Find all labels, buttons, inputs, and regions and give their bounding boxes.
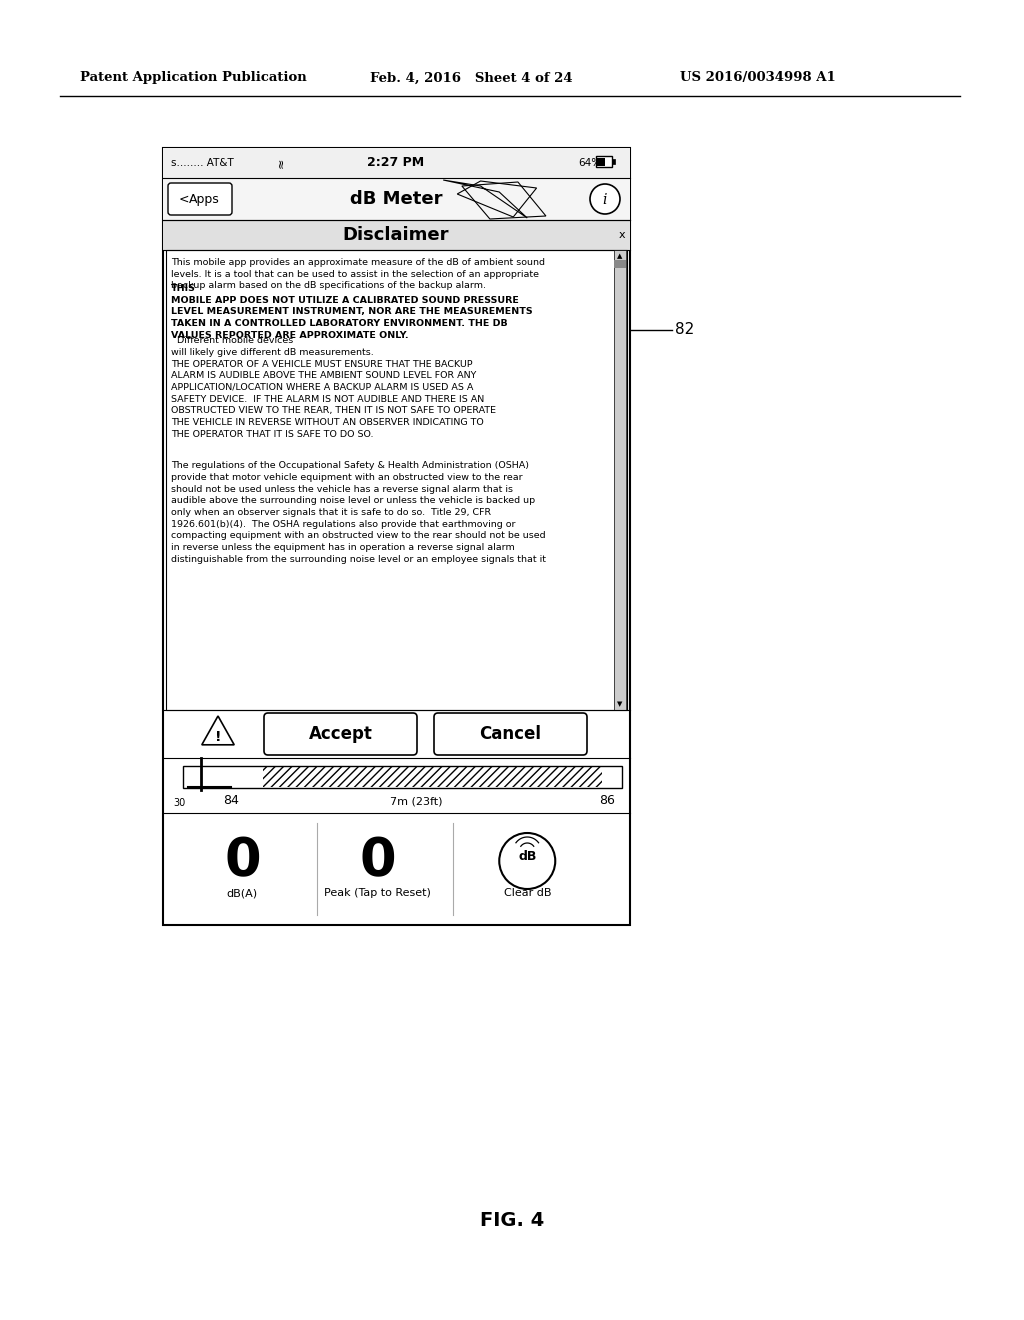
Text: Clear dB: Clear dB bbox=[504, 888, 551, 898]
Bar bbox=[614, 260, 626, 268]
Text: 7m (23ft): 7m (23ft) bbox=[390, 796, 442, 807]
Text: 0: 0 bbox=[359, 836, 396, 887]
Text: ▼: ▼ bbox=[617, 701, 623, 708]
Text: This mobile app provides an approximate measure of the dB of ambient sound
level: This mobile app provides an approximate … bbox=[171, 257, 545, 290]
Text: <: < bbox=[179, 193, 189, 206]
FancyBboxPatch shape bbox=[168, 183, 232, 215]
Text: dB Meter: dB Meter bbox=[350, 190, 442, 209]
Bar bbox=[163, 220, 630, 249]
Circle shape bbox=[590, 183, 620, 214]
Text: s........ AT&T: s........ AT&T bbox=[171, 158, 233, 168]
Text: THIS
MOBILE APP DOES NOT UTILIZE A CALIBRATED SOUND PRESSURE
LEVEL MEASUREMENT I: THIS MOBILE APP DOES NOT UTILIZE A CALIB… bbox=[171, 284, 532, 339]
Text: x: x bbox=[618, 230, 626, 240]
FancyBboxPatch shape bbox=[434, 713, 587, 755]
Bar bbox=[263, 767, 602, 787]
Text: ▲: ▲ bbox=[617, 253, 623, 259]
Bar bbox=[163, 178, 630, 220]
Bar bbox=[166, 249, 627, 710]
Text: Feb. 4, 2016   Sheet 4 of 24: Feb. 4, 2016 Sheet 4 of 24 bbox=[370, 71, 572, 84]
Text: Different mobile devices
will likely give different dB measurements.: Different mobile devices will likely giv… bbox=[171, 337, 374, 356]
Bar bbox=[183, 766, 622, 788]
Text: 30: 30 bbox=[173, 799, 185, 808]
Bar bbox=[163, 148, 630, 178]
Text: 82: 82 bbox=[675, 322, 694, 338]
Bar bbox=[612, 158, 615, 164]
Text: dB: dB bbox=[518, 850, 537, 863]
FancyBboxPatch shape bbox=[163, 148, 630, 925]
Text: 64%: 64% bbox=[578, 158, 601, 168]
Text: 0: 0 bbox=[224, 836, 261, 887]
Text: Peak (Tap to Reset): Peak (Tap to Reset) bbox=[325, 888, 431, 898]
Text: !: ! bbox=[215, 730, 221, 744]
Text: 84: 84 bbox=[223, 795, 239, 807]
Circle shape bbox=[500, 833, 555, 888]
Text: i: i bbox=[603, 193, 607, 207]
Text: Apps: Apps bbox=[188, 193, 219, 206]
Text: dB(A): dB(A) bbox=[227, 888, 258, 898]
Bar bbox=[614, 249, 626, 710]
Text: FIG. 4: FIG. 4 bbox=[480, 1210, 544, 1229]
Text: ≈: ≈ bbox=[274, 158, 288, 168]
Text: The regulations of the Occupational Safety & Health Administration (OSHA)
provid: The regulations of the Occupational Safe… bbox=[171, 461, 546, 564]
Text: Patent Application Publication: Patent Application Publication bbox=[80, 71, 307, 84]
FancyBboxPatch shape bbox=[264, 713, 417, 755]
Text: US 2016/0034998 A1: US 2016/0034998 A1 bbox=[680, 71, 836, 84]
Text: THE OPERATOR OF A VEHICLE MUST ENSURE THAT THE BACKUP
ALARM IS AUDIBLE ABOVE THE: THE OPERATOR OF A VEHICLE MUST ENSURE TH… bbox=[171, 359, 496, 438]
Text: Disclaimer: Disclaimer bbox=[343, 226, 450, 244]
Text: 86: 86 bbox=[599, 795, 615, 807]
Text: 2:27 PM: 2:27 PM bbox=[368, 157, 425, 169]
Bar bbox=[596, 156, 612, 168]
Text: Accept: Accept bbox=[308, 725, 373, 743]
Text: Cancel: Cancel bbox=[479, 725, 542, 743]
Bar bbox=[597, 157, 605, 165]
